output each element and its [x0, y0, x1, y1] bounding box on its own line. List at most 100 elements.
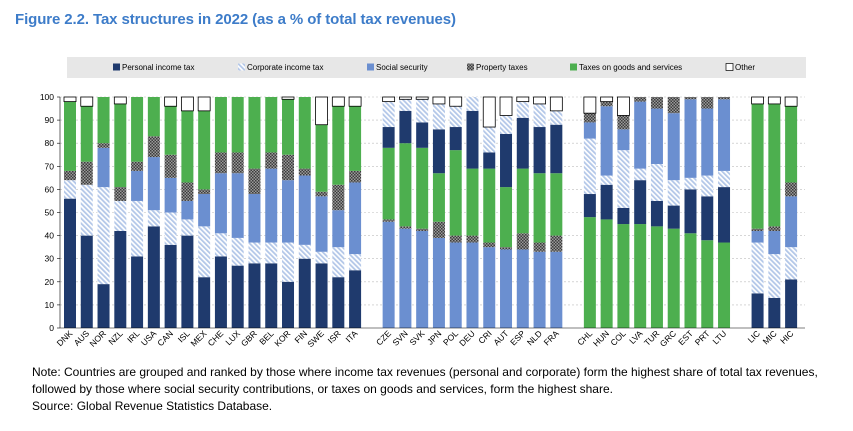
bar-ita-social-security	[349, 182, 362, 255]
bar-lic-taxes-on-goods-and-services	[751, 103, 764, 229]
bar-dnk-property-taxes	[64, 170, 76, 181]
x-tick-label-mic: MIC	[761, 328, 779, 346]
y-tick-label: 20	[45, 277, 55, 287]
bar-deu-social-security	[466, 242, 479, 328]
bar-chl-other	[583, 96, 597, 114]
bar-chl-corporate-income-tax	[583, 138, 596, 195]
x-tick-label-bel: BEL	[257, 328, 276, 347]
bar-irl-social-security	[131, 170, 144, 201]
bar-svn-taxes-on-goods-and-services	[399, 143, 412, 227]
bar-lva-personal-income-tax	[634, 180, 647, 225]
y-tick-label: 60	[45, 184, 55, 194]
x-tick-label-nzl: NZL	[106, 328, 125, 347]
bar-aut-personal-income-tax	[500, 133, 513, 188]
bar-usa-corporate-income-tax	[147, 210, 160, 227]
bar-svk-taxes-on-goods-and-services	[416, 147, 429, 229]
bar-ita-corporate-income-tax	[349, 254, 362, 271]
x-tick-label-lux: LUX	[223, 328, 242, 347]
bar-cri-taxes-on-goods-and-services	[483, 168, 496, 243]
bar-svn-other	[398, 96, 412, 100]
y-tick-label: 70	[45, 161, 55, 171]
legend-swatch-other	[725, 63, 734, 71]
bar-svn-corporate-income-tax	[399, 99, 412, 111]
bar-lic-social-security	[751, 230, 764, 243]
bar-isl-taxes-on-goods-and-services	[181, 110, 194, 183]
bar-bel-corporate-income-tax	[265, 242, 278, 264]
bar-isl-social-security	[181, 200, 194, 220]
bar-usa-social-security	[147, 157, 160, 211]
bar-kor-corporate-income-tax	[282, 242, 295, 282]
x-tick-label-gbr: GBR	[239, 328, 259, 348]
bar-fra-property-taxes	[550, 235, 563, 252]
bar-esp-other	[516, 96, 530, 103]
bar-chl-property-taxes	[583, 113, 596, 123]
bar-deu-corporate-income-tax	[466, 97, 479, 111]
x-tick-label-ita: ITA	[344, 328, 360, 344]
bar-fra-corporate-income-tax	[550, 110, 563, 125]
bar-nor-corporate-income-tax	[97, 187, 110, 285]
bar-nld-other	[533, 96, 546, 105]
bars	[63, 96, 798, 328]
bar-mex-social-security	[198, 194, 211, 227]
x-tick-label-hic: HIC	[778, 328, 795, 345]
bar-can-property-taxes	[164, 154, 177, 178]
bar-che-taxes-on-goods-and-services	[214, 97, 227, 153]
bar-col-taxes-on-goods-and-services	[617, 224, 630, 328]
bar-prt-corporate-income-tax	[701, 175, 714, 197]
bar-cri-social-security	[483, 247, 496, 328]
bar-dnk-personal-income-tax	[64, 198, 76, 328]
bar-cze-taxes-on-goods-and-services	[382, 147, 395, 220]
bar-prt-taxes-on-goods-and-services	[701, 240, 714, 328]
bar-irl-taxes-on-goods-and-services	[131, 97, 144, 162]
x-tick-label-dnk: DNK	[55, 328, 75, 348]
bar-nld-personal-income-tax	[533, 127, 546, 174]
bar-kor-property-taxes	[282, 154, 295, 181]
source-text: Source: Global Revenue Statistics Databa…	[32, 399, 273, 413]
x-tick-label-lva: LVA	[627, 328, 645, 346]
bar-deu-personal-income-tax	[466, 110, 479, 169]
bar-can-personal-income-tax	[164, 244, 177, 328]
bar-tur-social-security	[650, 108, 663, 164]
bar-mic-personal-income-tax	[768, 297, 781, 328]
bar-esp-property-taxes	[516, 233, 529, 250]
bar-svk-corporate-income-tax	[416, 99, 429, 123]
bar-col-personal-income-tax	[617, 207, 630, 225]
bar-mex-personal-income-tax	[198, 277, 211, 328]
bar-dnk-other	[63, 96, 77, 103]
bar-ltu-property-taxes	[718, 97, 731, 100]
bar-tur-taxes-on-goods-and-services	[650, 226, 663, 328]
bar-ita-taxes-on-goods-and-services	[349, 106, 362, 171]
bar-hun-corporate-income-tax	[600, 175, 613, 185]
bar-mex-other	[197, 96, 211, 112]
x-tick-label-jpn: JPN	[425, 328, 443, 346]
bar-lux-corporate-income-tax	[231, 237, 244, 266]
bar-deu-property-taxes	[466, 235, 479, 243]
bar-lux-personal-income-tax	[231, 265, 244, 328]
bar-tur-corporate-income-tax	[650, 163, 663, 201]
bar-chl-taxes-on-goods-and-services	[583, 217, 596, 328]
bar-isr-taxes-on-goods-and-services	[332, 106, 345, 185]
bar-isr-other	[331, 96, 345, 107]
bar-isl-personal-income-tax	[181, 235, 194, 328]
bar-fra-taxes-on-goods-and-services	[550, 173, 563, 236]
x-tick-label-can: CAN	[155, 328, 175, 348]
bar-aut-social-security	[500, 249, 513, 328]
bar-tur-personal-income-tax	[650, 200, 663, 227]
x-tick-label-tur: TUR	[642, 328, 661, 347]
bar-mic-property-taxes	[768, 226, 781, 231]
bar-hic-property-taxes	[785, 182, 798, 197]
bar-ltu-social-security	[718, 99, 731, 171]
bar-est-taxes-on-goods-and-services	[684, 233, 697, 328]
bar-lux-social-security	[231, 173, 244, 238]
bar-aus-personal-income-tax	[80, 235, 93, 328]
bar-mex-corporate-income-tax	[198, 226, 211, 278]
bar-nor-property-taxes	[97, 143, 110, 148]
bar-svk-personal-income-tax	[416, 122, 429, 148]
bar-nor-taxes-on-goods-and-services	[97, 97, 110, 144]
x-tick-label-deu: DEU	[457, 328, 477, 348]
bar-aus-other	[80, 96, 94, 107]
bar-hic-personal-income-tax	[785, 279, 798, 328]
x-tick-label-est: EST	[676, 328, 695, 347]
legend-label-other: Other	[735, 63, 755, 72]
bar-pol-taxes-on-goods-and-services	[449, 150, 462, 236]
